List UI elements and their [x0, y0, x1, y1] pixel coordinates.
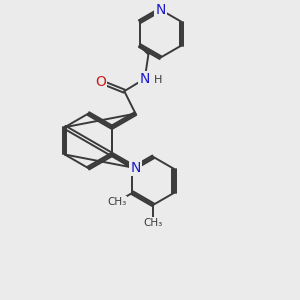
Text: N: N: [130, 161, 141, 175]
Text: H: H: [154, 75, 162, 85]
Text: CH₃: CH₃: [144, 218, 163, 228]
Text: N: N: [140, 72, 150, 86]
Text: O: O: [95, 75, 106, 89]
Text: CH₃: CH₃: [107, 197, 127, 207]
Text: N: N: [155, 3, 166, 16]
